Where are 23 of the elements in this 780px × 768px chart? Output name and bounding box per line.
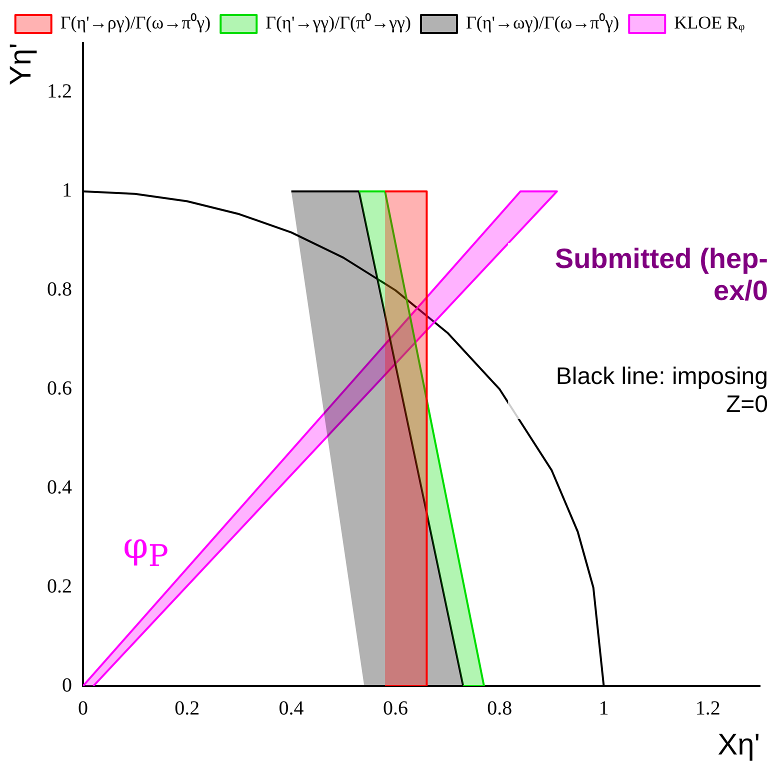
- x-axis-title: Xη': [718, 728, 760, 762]
- y-axis-title: Yη': [4, 43, 38, 86]
- y-tick-label: 0.4: [47, 476, 72, 498]
- legend-label: KLOE Rᵩ: [674, 12, 745, 33]
- x-tick-label: 1: [598, 697, 609, 720]
- annotation: φ$_{P}$: [123, 526, 168, 574]
- y-tick-label: 0: [62, 674, 72, 696]
- x-tick-label: 1.2: [695, 697, 720, 720]
- x-tick-label: 0.6: [382, 697, 408, 720]
- x-tick-label: 0.2: [174, 697, 200, 720]
- y-tick-label: 0.8: [47, 278, 72, 301]
- y-tick-label: 1: [62, 180, 72, 202]
- y-tick-label: 1.2: [47, 80, 72, 103]
- annotation: Black line: imposing Z=0: [508, 363, 768, 419]
- legend-label: Γ(η'→γγ)/Γ(π⁰→γγ): [266, 12, 411, 33]
- x-tick-label: 0: [78, 697, 88, 720]
- y-tick-label: 0.6: [47, 377, 72, 400]
- x-tick-label: 0.4: [278, 697, 304, 720]
- annotation: Submitted (hep-ex/0: [508, 243, 768, 307]
- legend-label: Γ(η'→ργ)/Γ(ω→π⁰γ): [60, 12, 211, 33]
- x-tick-label: 0.8: [487, 697, 512, 720]
- legend-label: Γ(η'→ωγ)/Γ(ω→π⁰γ): [466, 12, 620, 33]
- y-tick-label: 0.2: [47, 575, 72, 598]
